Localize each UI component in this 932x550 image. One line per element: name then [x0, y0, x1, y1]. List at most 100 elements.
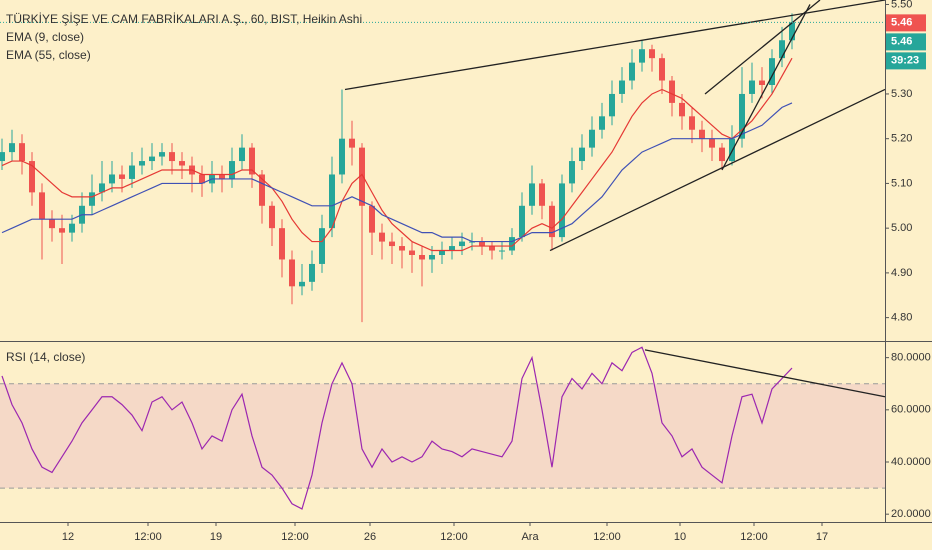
legend-entry: EMA (55, close) — [6, 48, 91, 62]
candle-body — [719, 147, 725, 162]
candle-body — [0, 152, 5, 162]
legend-entry: RSI (14, close) — [6, 350, 85, 364]
y-tick-label: 40.0000 — [891, 456, 931, 468]
candle-body — [539, 183, 545, 206]
y-tick-label: 20.0000 — [891, 508, 931, 520]
y-tick-label: 5.30 — [891, 88, 912, 100]
candle-body — [579, 147, 585, 162]
candle-body — [99, 183, 105, 193]
x-tick-label: 12 — [62, 531, 74, 543]
y-tick-label: 80.0000 — [891, 352, 931, 364]
candle-body — [119, 174, 125, 179]
candle-body — [359, 147, 365, 206]
x-tick-label: 26 — [364, 531, 376, 543]
x-tick-label: 12:00 — [440, 531, 468, 543]
candle-body — [9, 143, 15, 153]
candle-body — [389, 241, 395, 247]
candle-body — [779, 40, 785, 59]
candle-body — [219, 174, 225, 179]
trend-line — [549, 88, 886, 252]
candle-body — [339, 138, 345, 175]
candle-body — [179, 161, 185, 166]
candle-body — [559, 183, 565, 238]
candle-body — [269, 205, 275, 229]
candle-body — [459, 241, 465, 247]
candle-body — [259, 174, 265, 206]
candle-body — [709, 138, 715, 148]
candle-body — [499, 250, 505, 252]
candle-body — [149, 156, 155, 162]
y-tick-label: 5.20 — [891, 133, 912, 145]
trend-line — [721, 4, 811, 171]
candle-body — [49, 219, 55, 229]
countdown-badge — [886, 52, 926, 70]
y-tick-label: 60.0000 — [891, 404, 931, 416]
candle-body — [669, 80, 675, 103]
candle-body — [349, 138, 355, 148]
price-badge-label: 5.46 — [891, 16, 912, 28]
candle-body — [289, 259, 295, 287]
candle-body — [569, 161, 575, 184]
x-tick-label: 17 — [816, 531, 828, 543]
candle-body — [29, 161, 35, 193]
candle-body — [419, 255, 425, 260]
trend-line — [704, 0, 821, 95]
x-tick-label: 12:00 — [740, 531, 768, 543]
candle-body — [429, 255, 435, 260]
candle-body — [449, 246, 455, 251]
chart-title: TÜRKİYE ŞİŞE VE CAM FABRİKALARI A.Ş., 60… — [6, 12, 362, 26]
candle-body — [689, 116, 695, 130]
y-tick-label: 5.50 — [891, 0, 912, 10]
x-tick-label: 12:00 — [281, 531, 309, 543]
trend-line — [344, 0, 886, 91]
candle-body — [439, 250, 445, 255]
rsi-line — [1, 346, 793, 510]
y-tick-label: 4.90 — [891, 267, 912, 279]
countdown-label: 39:23 — [891, 54, 919, 66]
candle-body — [19, 143, 25, 162]
price-badge — [886, 14, 926, 32]
y-tick-label: 4.80 — [891, 312, 912, 324]
trend-line — [644, 349, 886, 398]
y-tick-label: 5.10 — [891, 177, 912, 189]
candle-body — [109, 174, 115, 184]
candle-body — [489, 246, 495, 251]
candle-body — [739, 93, 745, 139]
candle-body — [159, 152, 165, 157]
x-tick-label: 12:00 — [134, 531, 162, 543]
candle-body — [249, 147, 255, 175]
candle-body — [199, 174, 205, 184]
candle-body — [479, 241, 485, 247]
candle-body — [759, 80, 765, 85]
candle-body — [659, 58, 665, 81]
candle-body — [169, 152, 175, 162]
price-badge-label: 5.46 — [891, 35, 912, 47]
candle-body — [589, 129, 595, 148]
candle-body — [509, 237, 515, 251]
x-tick-label: 12:00 — [593, 531, 621, 543]
candle-body — [639, 49, 645, 63]
candle-body — [139, 161, 145, 166]
candle-body — [369, 205, 375, 233]
candle-body — [399, 246, 405, 251]
candle-body — [279, 228, 285, 260]
candle-body — [129, 165, 135, 179]
candle-body — [59, 228, 65, 233]
candle-body — [299, 281, 305, 287]
candle-body — [549, 205, 555, 238]
candle-body — [309, 263, 315, 282]
candle-body — [609, 93, 615, 117]
x-tick-label: 10 — [674, 531, 686, 543]
x-tick-label: Ara — [521, 531, 539, 543]
candle-body — [229, 161, 235, 179]
candle-body — [319, 228, 325, 264]
candle-body — [789, 22, 795, 41]
ema-line — [1, 57, 793, 252]
candle-body — [679, 102, 685, 117]
candle-body — [599, 116, 605, 130]
y-tick-label: 5.00 — [891, 222, 912, 234]
candle-body — [379, 232, 385, 242]
candle-body — [519, 205, 525, 238]
